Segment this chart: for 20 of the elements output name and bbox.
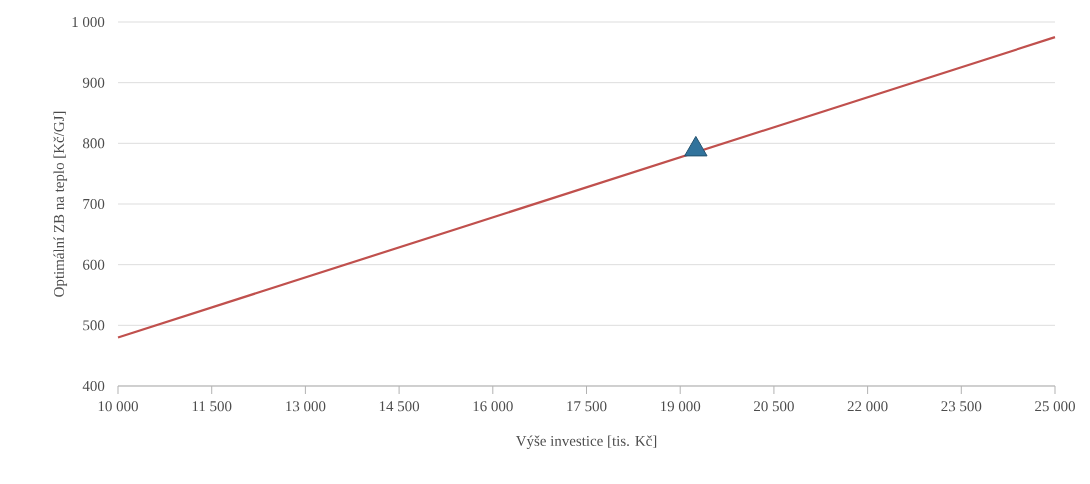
y-tick-label: 400 xyxy=(82,380,105,392)
x-tick-label: 14 500 xyxy=(379,401,420,412)
x-tick-label: 22 000 xyxy=(847,401,888,412)
y-axis-title: Optimální ZB na teplo [Kč/GJ] xyxy=(53,111,68,297)
x-tick-label: 13 000 xyxy=(286,401,326,412)
x-tick-label: 16 000 xyxy=(473,401,513,412)
y-tick-label: 900 xyxy=(82,77,105,88)
x-axis-title: Výše investice [tis. Kč] xyxy=(515,435,657,450)
y-tick-label: 1 000 xyxy=(72,16,105,28)
y-tick-label: 600 xyxy=(83,259,105,270)
y-tick-label: 700 xyxy=(83,198,105,210)
x-tick-label: 10 000 xyxy=(98,401,138,412)
x-tick-label: 23 500 xyxy=(941,401,982,412)
y-tick-label: 500 xyxy=(83,320,105,331)
y-tick-label: 800 xyxy=(82,138,105,149)
x-tick-label: 25 000 xyxy=(1035,401,1075,412)
x-tick-label: 19 000 xyxy=(660,401,701,412)
x-tick-label: 20 500 xyxy=(754,401,794,412)
x-tick-label: 11 500 xyxy=(192,401,232,412)
x-tick-label: 17 500 xyxy=(567,401,607,412)
